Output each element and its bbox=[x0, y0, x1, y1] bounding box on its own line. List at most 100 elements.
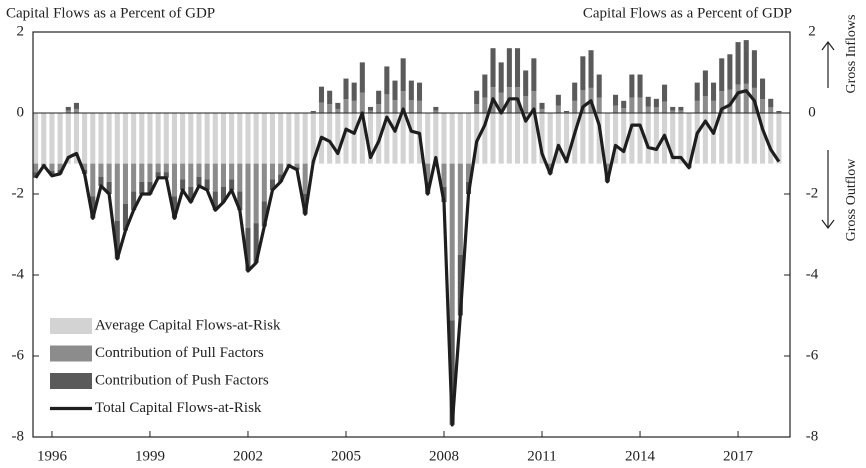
bar bbox=[474, 104, 480, 113]
outflow-label: Gross Outflow bbox=[844, 158, 859, 242]
bar bbox=[441, 163, 447, 187]
x-tick-label: 2011 bbox=[527, 448, 556, 464]
bar bbox=[719, 58, 725, 92]
bar bbox=[482, 74, 488, 98]
bar bbox=[727, 113, 733, 164]
bar bbox=[678, 113, 684, 164]
bar bbox=[678, 106, 684, 111]
bar bbox=[220, 113, 227, 164]
bar bbox=[376, 90, 382, 105]
x-tick-label: 2008 bbox=[429, 448, 459, 464]
bar bbox=[196, 176, 202, 186]
bar bbox=[408, 113, 414, 164]
bar bbox=[555, 113, 561, 164]
y2-axis-title: Capital Flows as a Percent of GDP bbox=[583, 5, 792, 21]
bar bbox=[327, 113, 333, 164]
bar bbox=[506, 113, 512, 164]
bar bbox=[604, 163, 610, 175]
bar bbox=[41, 113, 47, 164]
bar bbox=[457, 163, 463, 255]
line bbox=[34, 89, 781, 427]
legend-label: Contribution of Pull Factors bbox=[95, 345, 264, 361]
bar bbox=[719, 91, 725, 113]
y-tick-label: 2 bbox=[17, 23, 25, 39]
bar bbox=[367, 110, 374, 113]
bar bbox=[645, 113, 651, 164]
bar bbox=[482, 113, 488, 164]
bar bbox=[596, 97, 602, 113]
bar bbox=[310, 110, 316, 113]
bar bbox=[719, 113, 725, 164]
bar bbox=[310, 113, 316, 164]
bar bbox=[572, 100, 578, 113]
bar bbox=[220, 163, 227, 187]
bar bbox=[229, 163, 235, 180]
y2-tick-label: -2 bbox=[806, 185, 819, 201]
bar bbox=[367, 106, 374, 111]
bar bbox=[506, 48, 512, 88]
bar bbox=[318, 102, 325, 113]
bar bbox=[498, 92, 504, 113]
bar bbox=[294, 113, 300, 164]
bar bbox=[163, 113, 169, 164]
bar bbox=[155, 113, 161, 164]
bar bbox=[653, 113, 659, 164]
bar bbox=[155, 172, 161, 178]
bar bbox=[188, 113, 194, 164]
bar bbox=[465, 113, 472, 164]
bar bbox=[727, 54, 733, 90]
bar bbox=[376, 104, 382, 113]
y-tick-label: -4 bbox=[12, 266, 25, 282]
y-tick-label: -8 bbox=[12, 428, 25, 444]
bar bbox=[531, 58, 537, 92]
bar bbox=[343, 78, 349, 100]
bar bbox=[131, 163, 137, 192]
bar bbox=[588, 50, 594, 88]
bar bbox=[122, 203, 128, 231]
bar bbox=[327, 90, 333, 105]
bar bbox=[98, 163, 104, 177]
bar bbox=[392, 100, 398, 113]
bar bbox=[637, 97, 643, 113]
bar bbox=[131, 191, 137, 211]
bar bbox=[735, 84, 741, 113]
bar bbox=[188, 163, 194, 187]
bar bbox=[547, 113, 553, 164]
bar bbox=[384, 94, 390, 113]
x-tick-label: 2002 bbox=[233, 448, 263, 464]
bar bbox=[596, 74, 602, 98]
bar bbox=[621, 113, 627, 164]
bar bbox=[253, 113, 259, 164]
bar bbox=[155, 163, 161, 173]
bar bbox=[449, 113, 455, 164]
bar bbox=[237, 163, 243, 192]
bar bbox=[653, 98, 659, 108]
bar bbox=[776, 110, 782, 113]
bar bbox=[65, 106, 71, 111]
bar bbox=[457, 113, 463, 164]
bar bbox=[465, 163, 472, 182]
bar bbox=[245, 163, 251, 229]
bar bbox=[204, 179, 210, 190]
bar bbox=[531, 113, 537, 164]
bar bbox=[114, 220, 120, 259]
bar bbox=[498, 62, 504, 93]
bar bbox=[449, 320, 455, 425]
bar bbox=[735, 113, 741, 164]
bar bbox=[621, 108, 627, 113]
y-axis-title: Capital Flows as a Percent of GDP bbox=[6, 5, 215, 21]
bar bbox=[49, 163, 55, 171]
y2-tick-label: -6 bbox=[806, 347, 819, 363]
bar bbox=[637, 74, 643, 98]
bar bbox=[702, 113, 708, 164]
bar bbox=[743, 40, 749, 84]
bar bbox=[367, 113, 374, 164]
bar bbox=[727, 89, 733, 113]
bar bbox=[90, 163, 96, 197]
bar bbox=[604, 113, 610, 164]
bar bbox=[629, 74, 635, 98]
plot-frame bbox=[32, 31, 791, 438]
bar bbox=[229, 179, 235, 190]
bar bbox=[237, 191, 243, 211]
bar bbox=[580, 56, 586, 91]
